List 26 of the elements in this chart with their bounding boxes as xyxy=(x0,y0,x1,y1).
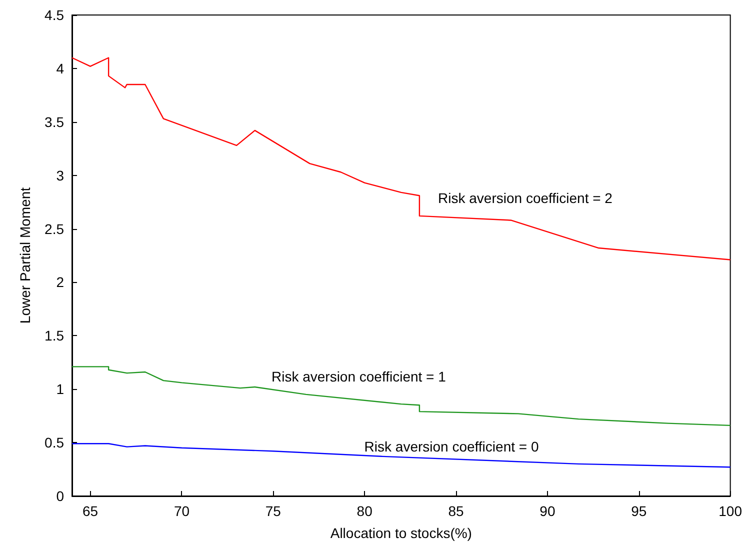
series-label: Risk aversion coefficient = 0 xyxy=(364,438,539,455)
x-tick-label: 65 xyxy=(82,503,98,519)
y-tick-label: 3 xyxy=(56,167,64,184)
y-tick-label: 3.5 xyxy=(44,114,64,130)
line-series xyxy=(71,366,731,426)
series-label: Risk aversion coefficient = 2 xyxy=(438,190,613,206)
x-tick-label: 70 xyxy=(174,503,190,519)
line-series xyxy=(71,443,731,468)
y-tick-label: 0 xyxy=(56,488,64,504)
y-tick-label: 1 xyxy=(56,381,64,398)
line-series xyxy=(71,57,731,260)
x-tick-label: 75 xyxy=(265,503,282,519)
y-tick-label: 4.5 xyxy=(44,7,64,23)
y-tick-label: 0.5 xyxy=(44,434,64,451)
series-label: Risk aversion coefficient = 1 xyxy=(271,368,446,384)
x-tick-label: 85 xyxy=(448,503,464,519)
y-tick-label: 4 xyxy=(56,60,64,76)
y-axis-title: Lower Partial Moment xyxy=(17,187,33,324)
x-tick-label: 95 xyxy=(631,503,647,519)
y-tick-label: 1.5 xyxy=(44,328,64,344)
x-tick-label: 90 xyxy=(540,503,556,519)
x-tick-label: 80 xyxy=(356,503,373,519)
y-tick-label: 2.5 xyxy=(44,220,64,237)
x-tick-label: 100 xyxy=(718,503,742,519)
y-tick-label: 2 xyxy=(56,274,64,290)
x-axis-title: Allocation to stocks(%) xyxy=(330,525,472,541)
